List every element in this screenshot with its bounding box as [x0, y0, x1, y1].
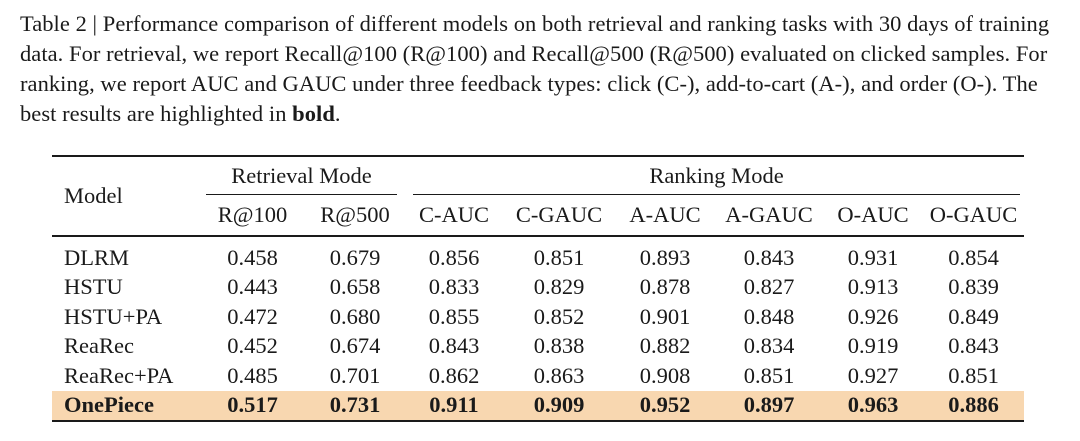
- value-cell: 0.854: [948, 244, 999, 270]
- value-cell: 0.472: [227, 303, 278, 329]
- model-name-cell: ReaRec: [64, 333, 134, 359]
- value-cell: 0.834: [743, 333, 795, 359]
- value-cell: 0.893: [639, 244, 691, 270]
- value-cell: 0.674: [329, 333, 381, 359]
- value-cell: 0.701: [329, 362, 381, 388]
- column-header-row: R@100 R@500 C-AUC C-GAUC A-AUC A-GAUC O-…: [52, 195, 1024, 236]
- column-header: A-AUC: [629, 202, 701, 227]
- model-name-cell: OnePiece: [52, 390, 200, 421]
- value-cell: 0.843: [743, 244, 795, 270]
- value-cell: 0.843: [948, 333, 999, 359]
- value-cell: 0.452: [227, 333, 278, 359]
- results-table-container: Model Retrieval Mode Ranking Mode R@100 …: [52, 155, 1024, 422]
- value-cell: 0.679: [329, 244, 381, 270]
- value-cell: 0.952: [615, 390, 715, 421]
- value-cell: 0.901: [639, 303, 691, 329]
- column-header: O-AUC: [837, 202, 909, 227]
- value-cell: 0.913: [847, 274, 899, 300]
- value-cell: 0.856: [428, 244, 480, 270]
- value-cell: 0.851: [743, 362, 795, 388]
- value-cell: 0.927: [847, 362, 899, 388]
- results-table: Model Retrieval Mode Ranking Mode R@100 …: [52, 155, 1024, 422]
- value-cell: 0.855: [428, 303, 480, 329]
- value-cell: 0.851: [533, 244, 585, 270]
- value-cell: 0.843: [428, 333, 480, 359]
- value-cell: 0.827: [743, 274, 795, 300]
- model-name-cell: ReaRec+PA: [64, 362, 174, 388]
- value-cell: 0.829: [533, 274, 585, 300]
- value-cell: 0.897: [715, 390, 823, 421]
- value-cell: 0.862: [428, 362, 480, 388]
- value-cell: 0.658: [329, 274, 381, 300]
- model-name-cell: HSTU: [64, 274, 123, 300]
- value-cell: 0.680: [329, 303, 381, 329]
- value-cell: 0.908: [639, 362, 691, 388]
- ranking-group-label: Ranking Mode: [413, 158, 1020, 195]
- value-cell: 0.458: [227, 244, 278, 270]
- column-header: C-GAUC: [515, 202, 603, 227]
- value-cell: 0.838: [533, 333, 585, 359]
- column-header: C-AUC: [418, 202, 489, 227]
- column-header: A-GAUC: [725, 202, 813, 227]
- value-cell: 0.919: [847, 333, 899, 359]
- table-body: DLRM 0.458 0.679 0.856 0.851 0.893 0.843…: [52, 236, 1024, 421]
- value-cell: 0.839: [948, 274, 999, 300]
- caption-text: Performance comparison of different mode…: [20, 11, 1050, 126]
- best-result-row: OnePiece 0.517 0.731 0.911 0.909 0.952 0…: [52, 390, 1024, 421]
- retrieval-group-label: Retrieval Mode: [206, 158, 397, 195]
- column-header: R@500: [320, 202, 390, 227]
- value-cell: 0.848: [743, 303, 795, 329]
- caption-label: Table 2 |: [20, 11, 103, 36]
- value-cell: 0.931: [847, 244, 899, 270]
- table-row: HSTU 0.443 0.658 0.833 0.829 0.878 0.827…: [52, 273, 1024, 303]
- table-caption: Table 2 | Performance comparison of diff…: [20, 9, 1065, 129]
- table-row: ReaRec 0.452 0.674 0.843 0.838 0.882 0.8…: [52, 332, 1024, 362]
- value-cell: 0.849: [948, 303, 999, 329]
- caption-end: .: [334, 101, 341, 126]
- caption-bold-word: bold: [292, 101, 335, 126]
- value-cell: 0.878: [639, 274, 691, 300]
- model-name-cell: HSTU+PA: [64, 303, 163, 329]
- value-cell: 0.886: [923, 390, 1024, 421]
- value-cell: 0.963: [823, 390, 923, 421]
- column-header: O-GAUC: [929, 202, 1018, 227]
- column-header: R@100: [217, 202, 288, 227]
- model-column-header: Model: [64, 183, 123, 208]
- table-row: ReaRec+PA 0.485 0.701 0.862 0.863 0.908 …: [52, 361, 1024, 391]
- value-cell: 0.485: [227, 362, 278, 388]
- value-cell: 0.517: [200, 390, 305, 421]
- value-cell: 0.926: [847, 303, 899, 329]
- model-name-cell: DLRM: [64, 244, 130, 270]
- value-cell: 0.863: [533, 362, 585, 388]
- table-row: HSTU+PA 0.472 0.680 0.855 0.852 0.901 0.…: [52, 302, 1024, 332]
- value-cell: 0.852: [533, 303, 585, 329]
- table-row: DLRM 0.458 0.679 0.856 0.851 0.893 0.843…: [52, 236, 1024, 273]
- value-cell: 0.911: [405, 390, 503, 421]
- value-cell: 0.851: [948, 362, 999, 388]
- retrieval-group-header: Retrieval Mode: [200, 156, 405, 195]
- value-cell: 0.909: [503, 390, 615, 421]
- value-cell: 0.443: [227, 274, 278, 300]
- ranking-group-header: Ranking Mode: [405, 156, 1024, 195]
- value-cell: 0.882: [639, 333, 691, 359]
- value-cell: 0.731: [305, 390, 405, 421]
- value-cell: 0.833: [428, 274, 480, 300]
